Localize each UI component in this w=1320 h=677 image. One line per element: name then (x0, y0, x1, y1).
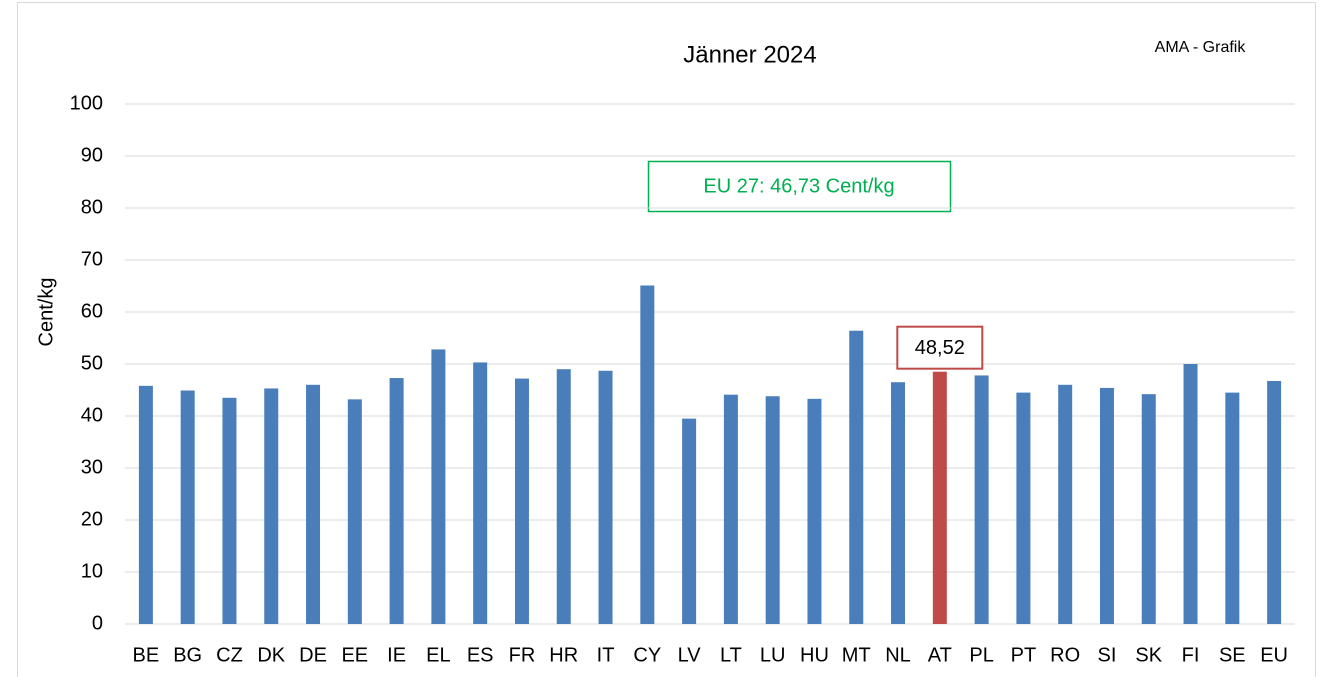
source-label: AMA - Grafik (1155, 39, 1247, 56)
bar (138, 385, 153, 624)
x-tick-label: PL (969, 644, 993, 666)
y-axis-label: Cent/kg (35, 278, 57, 347)
x-tick-label: AT (928, 644, 952, 666)
x-tick-label: FI (1182, 644, 1200, 666)
bar (1016, 392, 1031, 624)
y-tick-label: 90 (81, 144, 103, 166)
x-tick-label: PT (1011, 644, 1037, 666)
bar (431, 349, 446, 624)
value-label-box (896, 325, 984, 370)
x-tick-label: SE (1219, 644, 1246, 666)
bar (598, 370, 613, 624)
x-tick-label: DK (257, 644, 285, 666)
x-tick-label: BG (173, 644, 202, 666)
x-tick-label: SK (1135, 644, 1162, 666)
bar (974, 375, 989, 624)
bar (723, 394, 738, 624)
bar (765, 396, 780, 624)
x-tick-label: ES (467, 644, 494, 666)
bar (556, 369, 571, 624)
bar (514, 378, 529, 624)
bar (932, 371, 947, 624)
bar (1183, 364, 1198, 624)
x-tick-label: CY (633, 644, 661, 666)
y-tick-label: 0 (92, 612, 103, 634)
y-tick-label: 10 (81, 560, 103, 582)
y-tick-label: 80 (81, 196, 103, 218)
y-tick-label: 40 (81, 404, 103, 426)
y-tick-label: 60 (81, 300, 103, 322)
bar (807, 398, 822, 624)
x-tick-label: BE (133, 644, 160, 666)
value-label: 48,52 (915, 337, 965, 359)
x-tick-label: FR (509, 644, 536, 666)
bar (473, 362, 488, 624)
bar (1141, 394, 1156, 624)
bar (306, 384, 321, 624)
x-tick-label: SI (1098, 644, 1117, 666)
x-tick-label: EE (341, 644, 368, 666)
x-tick-label: DE (299, 644, 327, 666)
x-tick-label: HU (800, 644, 829, 666)
annotation: EU 27: 46,73 Cent/kg (703, 175, 894, 197)
x-tick-label: LU (760, 644, 786, 666)
x-tick-label: RO (1050, 644, 1080, 666)
bar (389, 378, 404, 624)
bar (849, 330, 864, 624)
y-tick-label: 50 (81, 352, 103, 374)
chart-title: Jänner 2024 (683, 41, 816, 68)
bar (1058, 384, 1073, 624)
bar (347, 399, 362, 624)
x-tick-label: IT (597, 644, 615, 666)
bar (264, 388, 279, 624)
x-tick-label: MT (842, 644, 871, 666)
x-tick-label: HR (549, 644, 578, 666)
x-tick-label: NL (885, 644, 911, 666)
y-tick-label: 70 (81, 248, 103, 270)
bar (891, 382, 906, 624)
y-tick-label: 100 (70, 92, 103, 114)
x-tick-label: EU (1260, 644, 1288, 666)
x-tick-label: LV (678, 644, 702, 666)
bar (1267, 381, 1282, 624)
bar (180, 390, 195, 624)
x-tick-label: IE (387, 644, 406, 666)
x-tick-label: LT (720, 644, 742, 666)
bar (1099, 387, 1114, 624)
annotation-box (647, 160, 952, 213)
y-tick-label: 30 (81, 456, 103, 478)
bar (640, 285, 655, 624)
x-tick-label: EL (426, 644, 450, 666)
x-tick-label: CZ (216, 644, 243, 666)
y-tick-label: 20 (81, 508, 103, 530)
bar (682, 418, 697, 624)
bar (1225, 392, 1240, 624)
bar (222, 397, 237, 624)
